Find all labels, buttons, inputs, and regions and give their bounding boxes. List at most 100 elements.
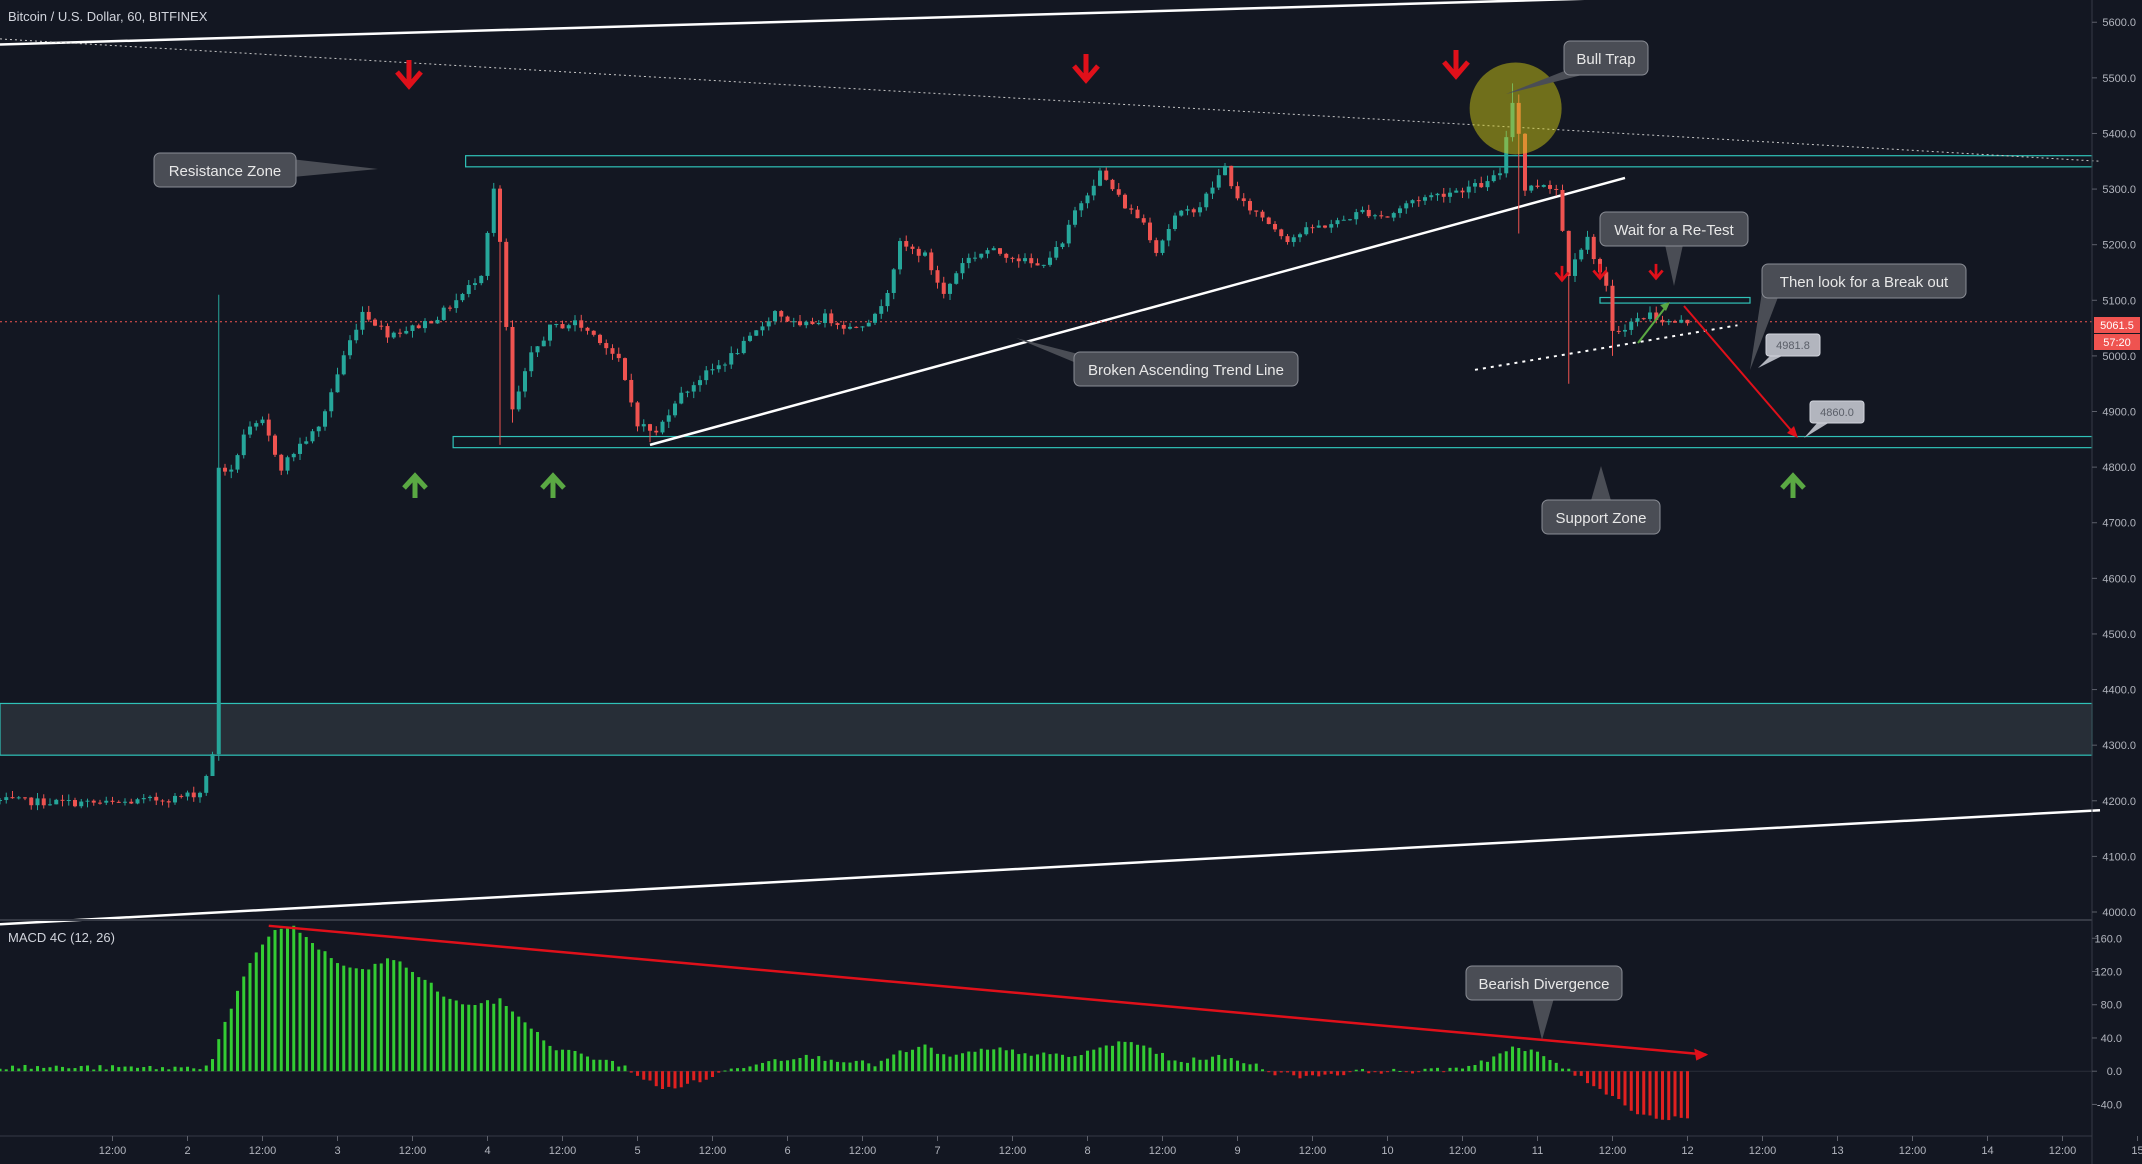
candle-body bbox=[998, 248, 1002, 254]
candle-body bbox=[866, 322, 871, 327]
arrow-head bbox=[540, 472, 566, 490]
candle-body bbox=[1048, 257, 1052, 265]
macd-bar bbox=[973, 1051, 977, 1072]
candle-body bbox=[116, 801, 121, 803]
candle-body bbox=[810, 321, 815, 325]
price-tick-label: 4100.0 bbox=[2102, 851, 2136, 863]
candle-body bbox=[723, 364, 727, 366]
macd-bar bbox=[892, 1054, 896, 1072]
candle-body bbox=[1091, 185, 1096, 196]
macd-bar bbox=[1579, 1071, 1583, 1076]
candle-body bbox=[54, 799, 59, 805]
macd-bar bbox=[998, 1047, 1002, 1072]
macd-bar bbox=[1292, 1071, 1296, 1076]
annotation-support-zone[interactable]: Support Zone bbox=[1541, 466, 1661, 535]
macd-bar bbox=[161, 1067, 164, 1072]
candle-body bbox=[516, 391, 521, 410]
macd-bar bbox=[817, 1056, 821, 1072]
macd-bar bbox=[98, 1065, 102, 1072]
annotation-broken-trend[interactable]: Broken Ascending Trend Line bbox=[1016, 338, 1299, 387]
candle-body bbox=[1441, 193, 1446, 197]
macd-bar bbox=[1392, 1068, 1396, 1072]
candle-body bbox=[498, 188, 502, 242]
annotation-bull-trap[interactable]: Bull Trap bbox=[1506, 40, 1649, 94]
candle-body bbox=[1191, 209, 1196, 213]
candle-body bbox=[41, 798, 46, 806]
macd-bar bbox=[648, 1071, 652, 1081]
candle-body bbox=[1029, 258, 1034, 264]
macd-bar bbox=[1454, 1067, 1458, 1072]
red-down-arrow bbox=[1554, 265, 1570, 283]
candle-body bbox=[335, 374, 340, 393]
macd-bar bbox=[554, 1050, 558, 1072]
annotation-wait-retest[interactable]: Wait for a Re-Test bbox=[1599, 211, 1749, 286]
macd-bar bbox=[1217, 1054, 1221, 1072]
macd-bar bbox=[229, 1008, 233, 1072]
arrow-head bbox=[1592, 269, 1608, 281]
candle-body bbox=[273, 435, 277, 455]
macd-bar bbox=[1411, 1071, 1414, 1074]
candle-body bbox=[1498, 173, 1502, 176]
macd-bar bbox=[317, 949, 321, 1072]
annotation-break-out[interactable]: Then look for a Break out bbox=[1750, 263, 1967, 370]
descending-dotted-line bbox=[0, 38, 2101, 162]
candle-body bbox=[1535, 185, 1540, 187]
macd-bar bbox=[592, 1059, 596, 1072]
candle-body bbox=[341, 355, 346, 375]
candle-body bbox=[191, 792, 196, 798]
macd-bar bbox=[967, 1051, 971, 1072]
candle-body bbox=[704, 370, 709, 381]
time-tick-label: 12:00 bbox=[1149, 1145, 1177, 1157]
candle-body bbox=[304, 441, 309, 444]
candle-body bbox=[1554, 188, 1559, 190]
macd-bar bbox=[1611, 1071, 1614, 1096]
candle-body bbox=[1123, 194, 1127, 209]
ascending-trend-line bbox=[649, 176, 1626, 447]
price-badge-4981: 4981.8 bbox=[1758, 333, 1821, 368]
macd-bar bbox=[1573, 1071, 1577, 1076]
candle-body bbox=[985, 250, 990, 254]
time-tick-label: 2 bbox=[184, 1145, 190, 1157]
macd-bar bbox=[1542, 1056, 1546, 1072]
candle-body bbox=[1160, 240, 1165, 253]
annotation-resistance-zone[interactable]: Resistance Zone bbox=[153, 152, 378, 188]
macd-bar bbox=[786, 1060, 789, 1072]
candle-body bbox=[1079, 203, 1084, 211]
candle-body bbox=[1298, 234, 1302, 238]
macd-bar bbox=[723, 1070, 727, 1072]
candle-body bbox=[1085, 195, 1090, 204]
candle-body bbox=[1648, 312, 1652, 319]
macd-bar bbox=[929, 1047, 933, 1072]
time-tick-label: 12:00 bbox=[1599, 1145, 1627, 1157]
price-tick-label: 4700.0 bbox=[2102, 518, 2136, 530]
candle-body bbox=[198, 792, 202, 798]
price-axis-ticks: 4000.0 4100.0 4200.0 4300.0 4400.0 4500.0 4600… bbox=[2092, 17, 2136, 919]
candle-body bbox=[973, 257, 977, 259]
time-tick-label: 12:00 bbox=[549, 1145, 577, 1157]
macd-tick-label: 80.0 bbox=[2101, 1000, 2122, 1012]
candle-body bbox=[848, 326, 852, 329]
macd-bar bbox=[573, 1050, 577, 1072]
macd-bar bbox=[429, 982, 433, 1072]
macd-bar bbox=[417, 977, 421, 1072]
annotation-bearish-divergence[interactable]: Bearish Divergence bbox=[1465, 965, 1623, 1040]
candle-body bbox=[266, 419, 271, 436]
candle-body bbox=[585, 327, 590, 331]
time-tick-label: 12:00 bbox=[2049, 1145, 2077, 1157]
candle-body bbox=[0, 800, 2, 802]
candle-body bbox=[1560, 189, 1565, 231]
macd-bar bbox=[1279, 1071, 1283, 1073]
macd-bar bbox=[1111, 1045, 1114, 1072]
macd-bar bbox=[379, 963, 383, 1072]
macd-bar bbox=[1236, 1060, 1239, 1072]
time-tick-label: 11 bbox=[1532, 1145, 1543, 1157]
candle-body bbox=[1373, 215, 1377, 217]
candle-body bbox=[1054, 247, 1059, 258]
macd-bar bbox=[286, 928, 289, 1072]
macd-bar bbox=[154, 1069, 158, 1072]
macd-bar bbox=[492, 1003, 496, 1072]
candle-body bbox=[466, 285, 471, 294]
candle-body bbox=[1241, 198, 1246, 202]
candle-body bbox=[673, 403, 677, 416]
